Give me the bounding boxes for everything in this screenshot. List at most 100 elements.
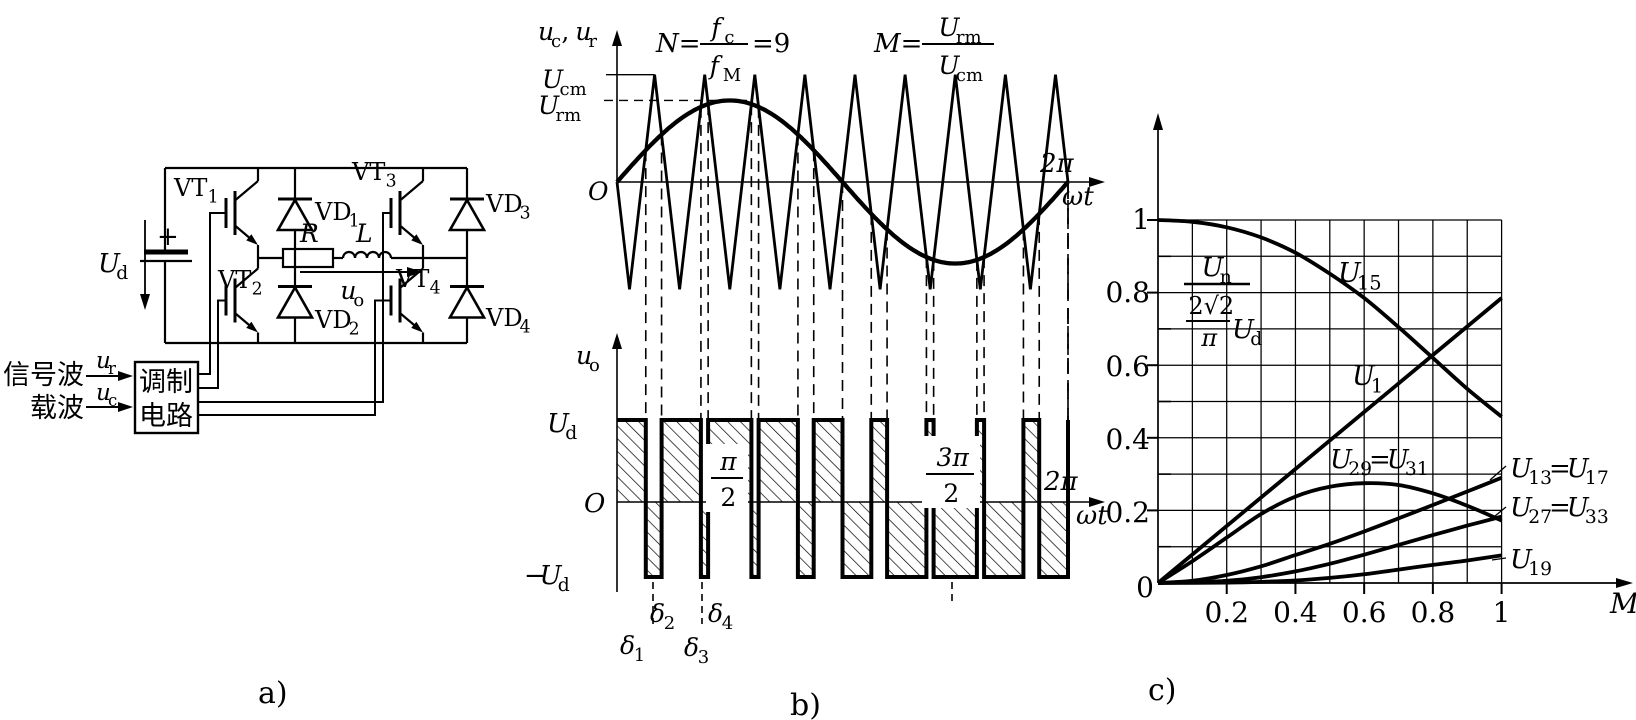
c-y-axis-head <box>1153 113 1163 130</box>
uc-ur-axis-label-text: , <box>561 17 569 46</box>
label-u15-text: U <box>1338 258 1362 289</box>
ur-input-label-sub: r <box>108 359 116 378</box>
delta3-label-text: δ <box>684 633 699 662</box>
c-ytick-0.4: 0.4 <box>1105 423 1150 456</box>
gate-route-vt2 <box>198 299 226 389</box>
pulse-area-6 <box>758 420 798 502</box>
delta1-label-text: δ <box>620 631 635 660</box>
m-ratio-num-text: U <box>938 13 960 42</box>
delta3-label-sub: 3 <box>698 647 709 668</box>
c-xtick-0.8: 0.8 <box>1411 596 1456 629</box>
bottom-omega-t-label-text: ωt <box>1076 501 1108 531</box>
ucm-label-text: U <box>542 65 564 94</box>
label-u27-u33-text: U <box>1510 493 1533 523</box>
c-xtick-0.4: 0.4 <box>1273 596 1318 629</box>
urm-label-sub: rm <box>556 105 582 126</box>
pulse-area-14 <box>976 420 985 502</box>
vt2-label-sub: 2 <box>252 279 263 299</box>
m-ratio-den-text: U <box>938 51 960 80</box>
vd2-label-text: VD <box>314 306 352 334</box>
reference-sine-wave <box>615 98 1070 266</box>
ud-level-label-text: U <box>547 409 570 439</box>
label-u13-u17-text: = <box>1549 454 1571 484</box>
vd3-label-sub: 3 <box>520 203 531 223</box>
three-half-pi-den-text: 2 <box>943 479 959 508</box>
vd2-triangle <box>275 284 315 319</box>
curve-U1 <box>1156 296 1503 585</box>
gate-route-vt4 <box>198 299 391 416</box>
label-u13-u17-text: U <box>1510 454 1533 484</box>
label-u15-sub: 15 <box>1357 271 1382 294</box>
n-ratio-num-sub: c <box>724 27 734 48</box>
pulse-area-7 <box>797 502 814 577</box>
neg-ud-level-label-sub: d <box>558 575 570 596</box>
urm-label-text: U <box>538 91 560 120</box>
pulse-area-10 <box>871 420 888 502</box>
gate-route-vt1 <box>198 212 226 375</box>
uo-axis-label-sub: o <box>589 355 600 376</box>
vt2-collector-diag <box>234 267 259 289</box>
vd3-label-text: VD <box>485 190 523 218</box>
c-xtick-0.6: 0.6 <box>1342 596 1387 629</box>
delta2-label-sub: 2 <box>664 613 675 634</box>
uc-ur-axis-label-text: u <box>575 17 591 46</box>
delta2-label-text: δ <box>650 599 665 628</box>
output-pulse-trace <box>617 418 1070 579</box>
n-ratio-den-sub: M <box>723 65 741 86</box>
bottom-two-pi-label-text: 2π <box>1043 467 1079 497</box>
vt4-emitter-head <box>411 321 423 333</box>
top-origin-label-text: O <box>588 177 609 206</box>
inductor-label-text: L <box>355 219 373 248</box>
delta4-label-sub: 4 <box>722 613 733 634</box>
pulse-area-2 <box>661 420 701 502</box>
ucm-label-sub: cm <box>560 79 587 100</box>
n-ratio-den-text: f <box>708 51 723 80</box>
uo-label-sub: o <box>353 290 364 311</box>
uc-input-label-text: u <box>96 380 111 406</box>
c-xtick-0.2: 0.2 <box>1204 596 1249 629</box>
c-ylabel-den-den-text: π <box>1200 324 1218 352</box>
label-u27-u33-text: U <box>1567 493 1590 523</box>
three-half-pi-backing <box>922 436 980 508</box>
pulse-area-16 <box>1023 420 1040 502</box>
m-ratio-prefix-text: M= <box>873 29 922 59</box>
plus-sign: + <box>157 222 179 252</box>
m-ratio-num-sub: rm <box>956 27 982 48</box>
c-x-axis-head <box>1616 578 1633 588</box>
resistor-label-text: R <box>299 219 319 248</box>
n-ratio-prefix-text: N= <box>655 29 701 59</box>
three-half-pi-num-text: 3π <box>937 443 970 472</box>
vt1-emitter-head <box>246 234 258 245</box>
curve-U15 <box>1157 218 1503 419</box>
neg-ud-level-label-text: − <box>524 561 546 591</box>
c-ytick-0.8: 0.8 <box>1105 276 1150 309</box>
c-xlabel: M <box>1609 587 1636 620</box>
bottom-y-axis-head <box>612 333 622 349</box>
delta1-label-sub: 1 <box>634 645 645 666</box>
top-x-axis-head <box>1089 177 1105 187</box>
curve-U19 <box>1157 553 1502 585</box>
inductor-coils <box>341 250 393 259</box>
pulse-area-9 <box>842 502 872 577</box>
ud-direction-arrow-head <box>140 294 150 310</box>
vt3-label-sub: 3 <box>386 171 397 191</box>
uc-ur-axis-label-text: u <box>538 17 554 46</box>
caption-b: b) <box>790 688 821 720</box>
c-ytick-0: 0 <box>1136 571 1154 604</box>
half-pi-den-text: 2 <box>720 483 736 512</box>
n-ratio-suffix-text: =9 <box>752 29 790 59</box>
dc-voltage-label-text: U <box>98 249 121 279</box>
modulator-block <box>133 360 200 435</box>
pulse-area-11 <box>887 502 927 577</box>
vd1-label-sub: 1 <box>349 211 360 231</box>
neg-ud-level-label-text: U <box>540 561 563 591</box>
pulse-area-5 <box>751 502 759 577</box>
pulse-area-0 <box>617 420 646 502</box>
leader-u27 <box>1488 506 1507 522</box>
caption-c: c) <box>1148 673 1177 708</box>
signal-input-arrow-head <box>118 371 133 381</box>
gate-route-vt3 <box>198 212 391 403</box>
dc-voltage-label-sub: d <box>116 263 128 284</box>
